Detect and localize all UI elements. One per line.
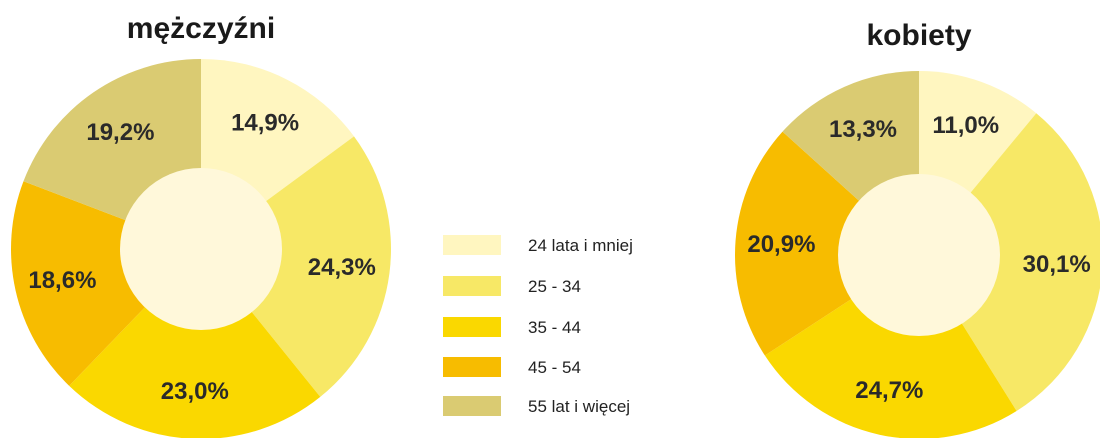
men-slice-label-45-54: 18,6% [28, 267, 96, 294]
legend-item: 45 - 54 [443, 357, 581, 377]
legend-swatch [443, 235, 501, 255]
legend-item: 24 lata i mniej [443, 235, 633, 255]
legend-label: 25 - 34 [528, 277, 581, 296]
men-slice-label-35-44: 23,0% [161, 378, 229, 405]
legend: 24 lata i mniej 25 - 34 35 - 44 45 - 54 … [443, 235, 633, 416]
legend-swatch [443, 396, 501, 416]
women-chart: kobiety 11,0% 30,1% 24,7% 20,9% 13,3% [734, 19, 1100, 438]
legend-swatch [443, 276, 501, 296]
men-slice-label-25-34: 24,3% [308, 254, 376, 281]
men-slice-35-44 [69, 249, 321, 438]
legend-swatch [443, 317, 501, 337]
women-slice-45-54 [734, 131, 919, 356]
men-chart-title: mężczyźni [127, 12, 275, 45]
legend-label: 35 - 44 [528, 318, 581, 337]
women-chart-title: kobiety [866, 19, 971, 52]
women-slice-25-34 [919, 113, 1100, 411]
men-chart: mężczyźni 14,9% 24,3% 23,0% 18,6% 19,2% [11, 12, 392, 438]
women-slice-label-55-plus: 13,3% [829, 116, 897, 143]
legend-label: 24 lata i mniej [528, 236, 633, 255]
women-donut-hole [838, 174, 1000, 336]
women-slice-label-24-and-under: 11,0% [932, 112, 999, 139]
legend-item: 25 - 34 [443, 276, 581, 296]
men-slice-labels: 14,9% 24,3% 23,0% 18,6% 19,2% [28, 109, 375, 405]
men-donut-hole [120, 168, 282, 330]
legend-label: 45 - 54 [528, 358, 581, 377]
women-slice-label-45-54: 20,9% [747, 231, 815, 258]
women-slice-labels: 11,0% 30,1% 24,7% 20,9% 13,3% [747, 112, 1090, 404]
women-slice-35-44 [764, 255, 1017, 438]
women-slice-label-35-44: 24,7% [855, 377, 923, 404]
legend-label: 55 lat i więcej [528, 397, 630, 416]
men-slice-25-34 [201, 136, 392, 397]
legend-item: 55 lat i więcej [443, 396, 630, 416]
legend-item: 35 - 44 [443, 317, 581, 337]
women-slice-label-25-34: 30,1% [1023, 251, 1091, 278]
legend-swatch [443, 357, 501, 377]
men-slice-label-24-and-under: 14,9% [231, 109, 299, 136]
men-slice-label-55-plus: 19,2% [86, 119, 154, 146]
